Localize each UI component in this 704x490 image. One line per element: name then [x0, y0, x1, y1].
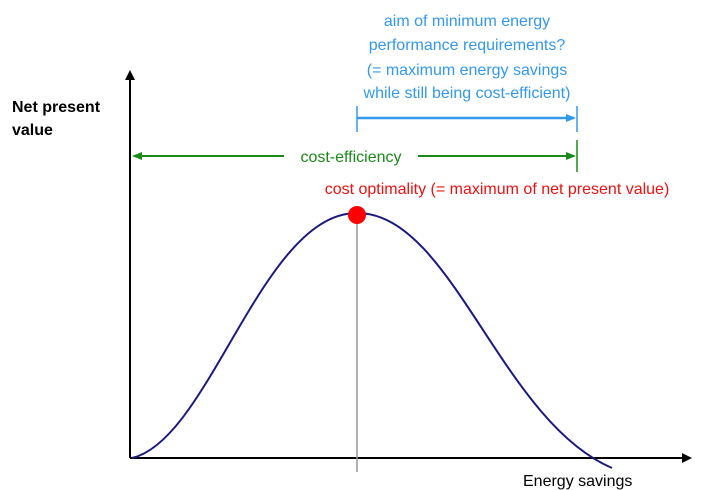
aim-label: performance requirements?	[369, 37, 566, 54]
npv-curve	[131, 211, 613, 469]
aim-label: aim of minimum energy	[384, 13, 550, 30]
y-axis-label: Net present	[12, 99, 101, 116]
x-axis-label: Energy savings	[523, 473, 632, 490]
aim-label: while still being cost-efficient)	[363, 85, 571, 102]
cost-optimality-label: cost optimality (= maximum of net presen…	[325, 181, 670, 198]
optimum-point	[348, 206, 366, 224]
aim-label: (= maximum energy savings	[367, 62, 568, 79]
y-axis-label: value	[12, 122, 53, 139]
cost-efficiency-label: cost-efficiency	[300, 149, 401, 166]
